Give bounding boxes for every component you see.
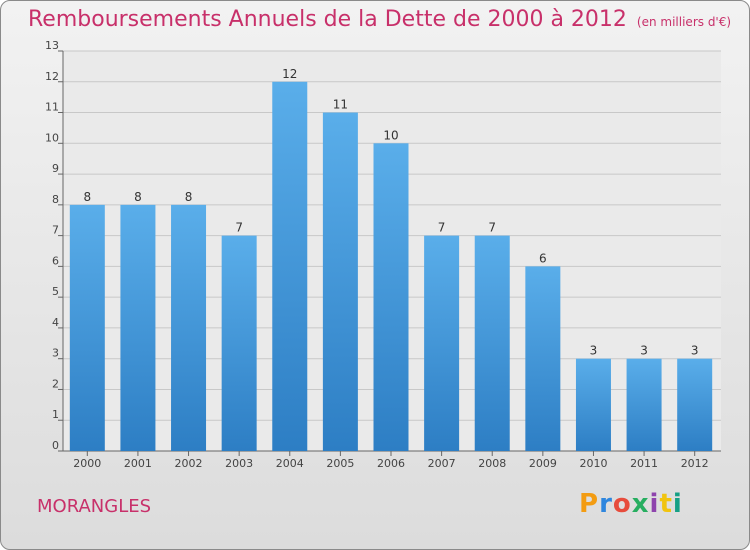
x-tick-label: 2011 [630,457,658,470]
y-tick-label: 13 [45,39,59,52]
bar-value-label: 6 [539,251,547,265]
y-tick-label: 2 [52,377,59,390]
bar [525,266,561,451]
y-tick-label: 7 [52,224,59,237]
bar [322,112,358,452]
logo-letter: r [599,489,613,519]
bar [272,81,308,452]
bar-value-label: 12 [282,67,297,81]
chart-title-text: Remboursements Annuels de la Dette de 20… [28,7,627,32]
bar [424,235,460,451]
x-tick-label: 2012 [681,457,709,470]
y-tick-label: 1 [52,408,59,421]
bar [474,235,510,451]
x-tick-label: 2003 [225,457,253,470]
y-tick-label: 11 [45,101,59,114]
bar [171,204,207,451]
bar-value-label: 8 [134,190,142,204]
y-tick-label: 6 [52,254,59,267]
y-tick-label: 4 [52,316,59,329]
bar [677,358,713,451]
bar-value-label: 3 [590,344,598,358]
bar-value-label: 7 [488,221,496,235]
x-tick-label: 2006 [377,457,405,470]
x-tick-label: 2007 [428,457,456,470]
y-tick-label: 3 [52,347,59,360]
y-tick-label: 5 [52,285,59,298]
x-tick-label: 2000 [73,457,101,470]
y-tick-label: 0 [52,439,59,452]
commune-name: MORANGLES [37,496,152,517]
bar-value-label: 3 [691,344,699,358]
y-tick-label: 8 [52,193,59,206]
chart-unit: (en milliers d'€) [636,15,732,29]
x-tick-label: 2004 [276,457,304,470]
logo-letter: P [579,489,600,519]
bar-value-label: 8 [185,190,193,204]
bar-value-label: 10 [383,128,398,142]
y-tick-label: 10 [45,131,59,144]
bar-value-label: 7 [438,221,446,235]
bar [221,235,257,451]
x-tick-label: 2002 [175,457,203,470]
bar-value-label: 8 [83,190,91,204]
logo-letter: o [612,489,632,519]
logo-letter: t [659,489,673,519]
bar-value-label: 11 [333,98,348,112]
bar [120,204,156,451]
x-tick-label: 2001 [124,457,152,470]
x-tick-label: 2008 [478,457,506,470]
y-tick-label: 12 [45,70,59,83]
proxiti-logo: Proxiti [579,489,683,519]
x-tick-label: 2009 [529,457,557,470]
chart-title: Remboursements Annuels de la Dette de 20… [28,7,731,32]
x-tick-label: 2005 [326,457,354,470]
bar [626,358,662,451]
logo-letter: i [672,489,683,519]
logo-letter: i [649,489,660,519]
bar [575,358,611,451]
bar [373,143,409,452]
x-tick-label: 2010 [579,457,607,470]
y-tick-label: 9 [52,162,59,175]
bar-value-label: 3 [640,344,648,358]
bar [69,204,105,451]
bar-value-label: 7 [235,221,243,235]
logo-letter: x [631,489,650,519]
